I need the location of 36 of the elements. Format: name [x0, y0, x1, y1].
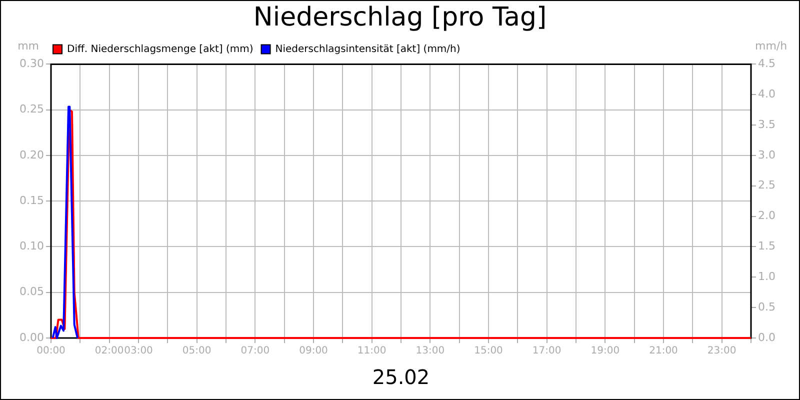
x-tick-label: 02:00 [94, 346, 124, 357]
x-tick-label: 17:00 [532, 346, 562, 357]
y2-tick-label: 3.0 [758, 148, 776, 162]
x-tick-label: 23:00 [707, 346, 736, 357]
x-tick-label: 05:00 [182, 346, 212, 357]
x-tick-label: 00:00 [36, 346, 66, 357]
y2-tick-label: 0.0 [758, 330, 776, 344]
x-tick-label: 07:00 [240, 346, 270, 357]
y2-axis-title: mm/h [755, 40, 788, 53]
x-tick-label: 19:00 [590, 346, 620, 357]
y2-tick-label: 3.5 [758, 118, 776, 131]
x-tick-label: 15:00 [474, 346, 503, 357]
y-tick-label: 0.25 [20, 102, 44, 116]
legend-label: Niederschlagsintensität [akt] (mm/h) [275, 44, 460, 55]
y2-tick-label: 1.0 [758, 270, 776, 284]
y2-tick-label: 0.5 [758, 300, 776, 314]
y-tick-label: 0.15 [20, 194, 44, 207]
legend-label: Diff. Niederschlagsmenge [akt] (mm) [67, 44, 254, 55]
y-tick-label: 0.10 [20, 240, 44, 253]
y2-tick-label: 4.0 [758, 87, 776, 100]
y2-tick-label: 2.5 [758, 178, 776, 192]
x-tick-label: 21:00 [649, 346, 678, 357]
chart-title: Niederschlag [pro Tag] [253, 2, 547, 32]
y-axis-title: mm [18, 40, 39, 53]
y2-tick-label: 1.5 [758, 240, 776, 253]
y-tick-label: 0.00 [20, 330, 44, 344]
x-tick-label: 03:00 [124, 346, 153, 357]
x-axis-title: 25.02 [372, 365, 430, 390]
y-tick-label: 0.20 [20, 148, 44, 162]
y-tick-label: 0.30 [20, 57, 44, 70]
y2-tick-label: 4.5 [758, 57, 776, 70]
x-tick-label: 13:00 [416, 346, 445, 357]
y-tick-label: 0.05 [20, 285, 44, 298]
x-tick-label: 09:00 [299, 346, 328, 357]
x-tick-label: 11:00 [357, 346, 386, 357]
y2-tick-label: 2.0 [758, 209, 776, 222]
